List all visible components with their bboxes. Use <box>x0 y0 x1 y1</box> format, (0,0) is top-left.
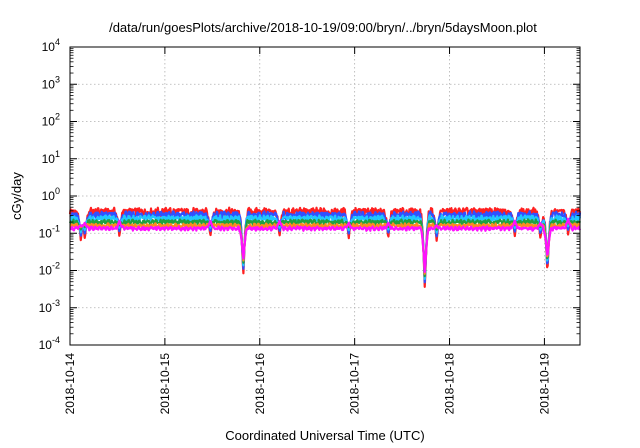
y-tick-label: 101 <box>42 149 60 166</box>
y-tick-label: 10-2 <box>39 261 60 278</box>
x-tick-label: 2018-10-16 <box>253 353 267 415</box>
grid <box>70 47 580 345</box>
y-tick-label: 10-4 <box>39 335 60 352</box>
y-tick-labels: 10-4 10-3 10-2 10-1 100 101 102 103 104 <box>39 37 60 352</box>
series-line <box>69 219 581 275</box>
series-line <box>69 217 582 273</box>
x-tick-labels: 2018-10-14 2018-10-15 2018-10-16 2018-10-17… <box>63 353 551 415</box>
y-tick-label: 104 <box>42 37 60 54</box>
series-line <box>69 210 582 284</box>
y-tick-label: 102 <box>42 112 60 129</box>
y-tick-label: 10-3 <box>39 298 60 315</box>
x-axis-label: Coordinated Universal Time (UTC) <box>225 428 424 443</box>
x-tick-label: 2018-10-17 <box>348 353 362 415</box>
chart-title: /data/run/goesPlots/archive/2018-10-19/0… <box>109 20 537 35</box>
x-tick-label: 2018-10-15 <box>158 353 172 415</box>
series-line <box>69 214 582 281</box>
y-tick-label: 100 <box>42 186 60 203</box>
y-axis-label: cGy/day <box>9 172 24 220</box>
ticks <box>69 46 580 346</box>
series-line <box>68 206 582 288</box>
series-layer <box>68 206 582 288</box>
y-tick-label: 103 <box>42 74 60 91</box>
x-tick-label: 2018-10-19 <box>537 353 551 415</box>
y-tick-label: 10-1 <box>39 223 60 240</box>
x-tick-label: 2018-10-18 <box>443 353 457 415</box>
x-tick-label: 2018-10-14 <box>63 353 77 415</box>
